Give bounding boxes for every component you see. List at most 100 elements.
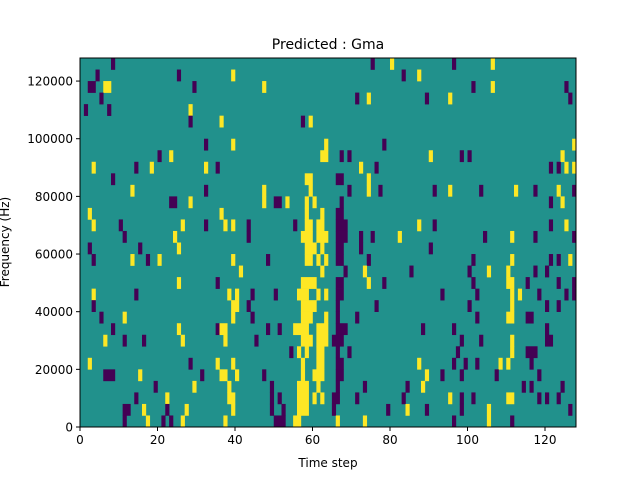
heatmap-cell: [87, 357, 92, 370]
heatmap-cell: [122, 403, 131, 416]
heatmap-cell: [401, 392, 406, 405]
heatmap-cell: [250, 288, 255, 301]
heatmap-cell: [149, 161, 154, 174]
heatmap-cell: [250, 311, 255, 324]
heatmap-cell: [409, 265, 414, 278]
heatmap-cell: [556, 300, 561, 312]
heatmap-cell: [510, 346, 515, 359]
heatmap-cell: [545, 265, 550, 278]
x-tick-label: 40: [227, 433, 242, 447]
heatmap-cell: [506, 392, 515, 405]
heatmap-cell: [335, 288, 344, 301]
heatmap-cell: [204, 184, 209, 197]
heatmap-cell: [297, 346, 302, 359]
heatmap-cell: [366, 184, 371, 197]
heatmap-cell: [269, 392, 275, 405]
heatmap-cell: [103, 81, 112, 93]
heatmap-cell: [506, 265, 511, 278]
heatmap-cell: [320, 207, 325, 220]
heatmap-cell: [506, 277, 515, 289]
y-tick-label: 0: [65, 421, 73, 435]
heatmap-cell: [370, 58, 375, 70]
heatmap-cell: [130, 254, 135, 266]
heatmap-cell: [231, 403, 236, 416]
heatmap-cell: [316, 323, 329, 336]
heatmap-cell: [331, 334, 344, 347]
heatmap-cell: [382, 277, 387, 289]
heatmap-cell: [169, 415, 174, 428]
heatmap-cell: [490, 81, 495, 93]
heatmap-cell: [204, 138, 209, 151]
heatmap-cell: [564, 288, 569, 301]
heatmap-cell: [304, 196, 309, 209]
x-tick-label: 20: [150, 433, 165, 447]
heatmap-cell: [300, 369, 306, 382]
heatmap-cell: [246, 230, 251, 243]
heatmap-cell: [304, 207, 309, 220]
heatmap-cell: [335, 357, 344, 370]
heatmap-cell: [91, 254, 96, 266]
heatmap-cell: [254, 334, 259, 347]
heatmap-cell: [215, 357, 220, 370]
heatmap-cell: [320, 265, 325, 278]
heatmap-cell: [130, 184, 135, 197]
heatmap-cell: [324, 138, 329, 151]
heatmap-cell: [87, 242, 92, 255]
y-axis-label: Frequency (Hz): [0, 197, 12, 288]
x-tick-label: 60: [305, 433, 320, 447]
heatmap-cell: [103, 369, 116, 382]
heatmap-cell: [227, 392, 236, 405]
heatmap-cell: [297, 288, 309, 301]
heatmap-cell: [204, 219, 209, 232]
heatmap-cell: [145, 415, 151, 428]
heatmap-cell: [471, 81, 476, 93]
heatmap-cell: [176, 242, 182, 255]
heatmap-cell: [486, 403, 492, 416]
heatmap-cell: [273, 415, 286, 428]
heatmap-cell: [421, 323, 426, 336]
x-tick-label: 120: [534, 433, 557, 447]
heatmap-cell: [293, 323, 309, 336]
heatmap-cell: [359, 230, 364, 243]
heatmap-cell: [293, 415, 302, 428]
heatmap-cell: [366, 277, 371, 289]
heatmap-cells: [80, 58, 577, 428]
heatmap-cell: [192, 81, 197, 93]
heatmap-cell: [122, 311, 127, 324]
heatmap-cell: [343, 265, 348, 278]
heatmap-cell: [572, 184, 577, 197]
heatmap-cell: [335, 219, 348, 232]
heatmap-cell: [362, 380, 368, 393]
heatmap-cell: [231, 357, 236, 370]
heatmap-cell: [463, 357, 468, 370]
heatmap-cell: [118, 219, 123, 232]
heatmap-cell: [467, 300, 472, 312]
heatmap-cell: [525, 311, 534, 324]
heatmap-cell: [173, 230, 178, 243]
heatmap-cell: [231, 138, 236, 151]
x-tick-label: 100: [456, 433, 479, 447]
heatmap-cell: [424, 369, 430, 382]
heatmap-cell: [122, 415, 127, 428]
heatmap-cell: [335, 323, 348, 336]
heatmap-cell: [223, 334, 228, 347]
heatmap-cell: [312, 392, 317, 405]
heatmap-cell: [269, 380, 275, 393]
heatmap-cell: [448, 392, 453, 405]
heatmap-cell: [304, 346, 309, 359]
heatmap-cell: [452, 58, 457, 70]
heatmap-cell: [359, 242, 364, 255]
heatmap-cell: [273, 196, 282, 209]
heatmap-cell: [219, 323, 228, 336]
heatmap-cell: [324, 311, 329, 324]
heatmap-cell: [316, 219, 325, 232]
heatmap-cell: [362, 415, 368, 428]
heatmap-cell: [347, 346, 352, 359]
heatmap-cell: [560, 196, 565, 209]
heatmap-cell: [335, 254, 344, 266]
heatmap-cell: [180, 415, 185, 428]
heatmap-cell: [390, 58, 395, 70]
heatmap-cell: [510, 334, 515, 347]
heatmap-cell: [366, 92, 371, 105]
heatmap-cell: [510, 288, 515, 301]
